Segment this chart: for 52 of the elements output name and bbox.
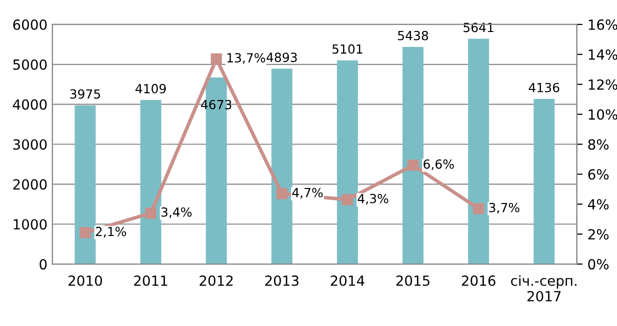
y2-tick-label: 8%	[588, 139, 609, 150]
bar	[468, 38, 490, 264]
data-label: 4893	[266, 52, 297, 62]
point	[80, 227, 91, 238]
data-label: 4,3%	[358, 194, 388, 205]
y2-tick-label: 12%	[588, 79, 617, 90]
x-tick-label: 2015	[396, 275, 430, 286]
data-label: 6,6%	[424, 159, 454, 170]
x-tick-label: 2016	[462, 275, 496, 286]
data-label: 4136	[528, 82, 560, 92]
data-label: 13,7%	[227, 53, 266, 64]
x-tick-label: 2011	[134, 275, 168, 286]
y-tick-label: 3000	[13, 139, 47, 150]
data-label: 5438	[398, 30, 428, 40]
bar	[140, 100, 162, 264]
data-label: 3975	[70, 89, 100, 99]
y2-tick-label: 6%	[588, 169, 609, 180]
bar	[534, 98, 555, 264]
x-tick-label: січ.-серп. 2017	[511, 275, 576, 302]
bar	[271, 68, 292, 264]
data-label: 3,7%	[489, 202, 520, 214]
bar	[336, 60, 358, 264]
point	[145, 208, 156, 219]
x-tick-label: 2012	[200, 275, 233, 286]
data-label: 3,4%	[161, 207, 192, 218]
data-label: 4109	[135, 84, 166, 94]
y-tick-label: 2000	[13, 179, 47, 190]
x-tick-label: 2013	[265, 275, 298, 286]
y2-tick-label: 16%	[588, 19, 617, 30]
y-tick-label: 4000	[12, 99, 47, 110]
y-tick-label: 1000	[14, 219, 47, 230]
data-label: 4,7%	[292, 188, 323, 199]
bar	[402, 46, 424, 264]
y2-tick-label: 10%	[588, 109, 617, 120]
point	[276, 188, 288, 200]
bar	[74, 105, 96, 264]
point	[407, 160, 419, 171]
y2-tick-label: 4%	[588, 199, 609, 210]
point	[342, 194, 354, 206]
y-tick-label: 6000	[13, 19, 47, 30]
y-tick-label: 0	[40, 259, 47, 270]
data-label: 5101	[332, 44, 362, 54]
x-tick-label: 2014	[330, 275, 364, 286]
y-tick-label: 5000	[13, 59, 47, 70]
x-tick-label: 2010	[68, 275, 102, 286]
data-label: 2,1%	[96, 226, 126, 238]
point	[210, 53, 222, 64]
point	[473, 203, 484, 214]
y2-tick-label: 0%	[588, 259, 609, 270]
data-label: 4673	[201, 100, 232, 110]
y2-tick-label: 2%	[588, 229, 609, 240]
y2-tick-label: 14%	[588, 49, 617, 60]
